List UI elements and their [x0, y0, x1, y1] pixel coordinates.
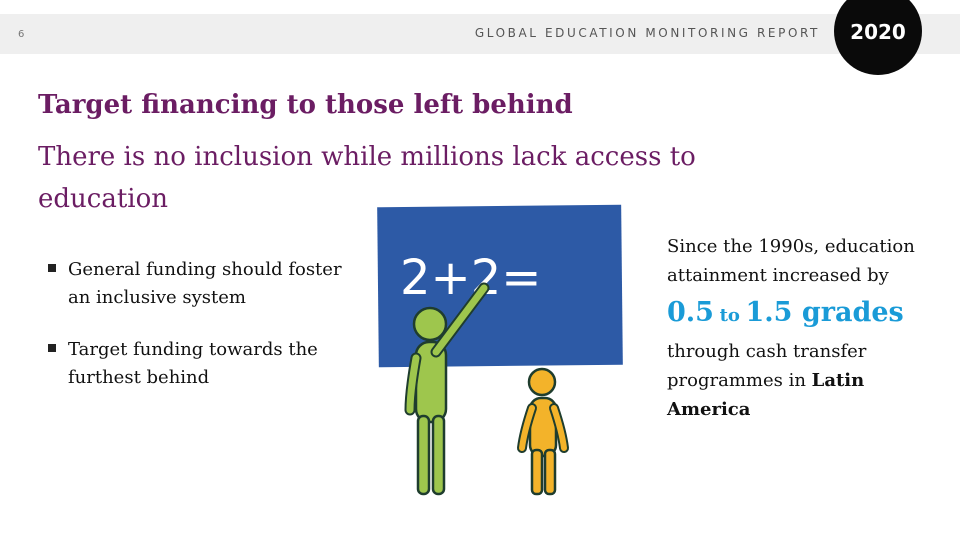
slide-title: Target financing to those left behind	[38, 90, 573, 120]
page-number: 6	[18, 29, 25, 40]
stats-callout: Since the 1990s, education attainment in…	[667, 232, 937, 424]
stats-outro-prefix: through cash transfer programmes in	[667, 341, 867, 391]
child-figure	[517, 367, 569, 496]
year-badge: 2020	[834, 0, 922, 75]
header-bar	[0, 14, 960, 54]
stats-value-high: 1.5 grades	[745, 297, 904, 328]
bullet-item: General funding should foster an inclusi…	[48, 256, 358, 312]
stats-highlight: 0.5 to 1.5 grades	[667, 294, 937, 335]
stats-outro: through cash transfer programmes in Lati…	[667, 337, 937, 424]
bullet-item: Target funding towards the furthest behi…	[48, 336, 358, 392]
bullet-text: General funding should foster an inclusi…	[68, 259, 342, 308]
report-title: GLOBAL EDUCATION MONITORING REPORT	[474, 26, 820, 40]
square-bullet-icon	[48, 344, 56, 352]
classroom-illustration: 2+2=	[377, 204, 623, 496]
bullet-text: Target funding towards the furthest behi…	[68, 339, 318, 388]
slide-subtitle: There is no inclusion while millions lac…	[38, 142, 696, 214]
bullet-list: General funding should foster an inclusi…	[48, 256, 358, 416]
stats-connector: to	[719, 305, 740, 326]
adult-figure	[404, 282, 490, 496]
stats-intro: Since the 1990s, education attainment in…	[667, 236, 915, 286]
square-bullet-icon	[48, 264, 56, 272]
stats-value-low: 0.5	[667, 297, 714, 328]
stats-region: Latin America	[667, 370, 865, 420]
